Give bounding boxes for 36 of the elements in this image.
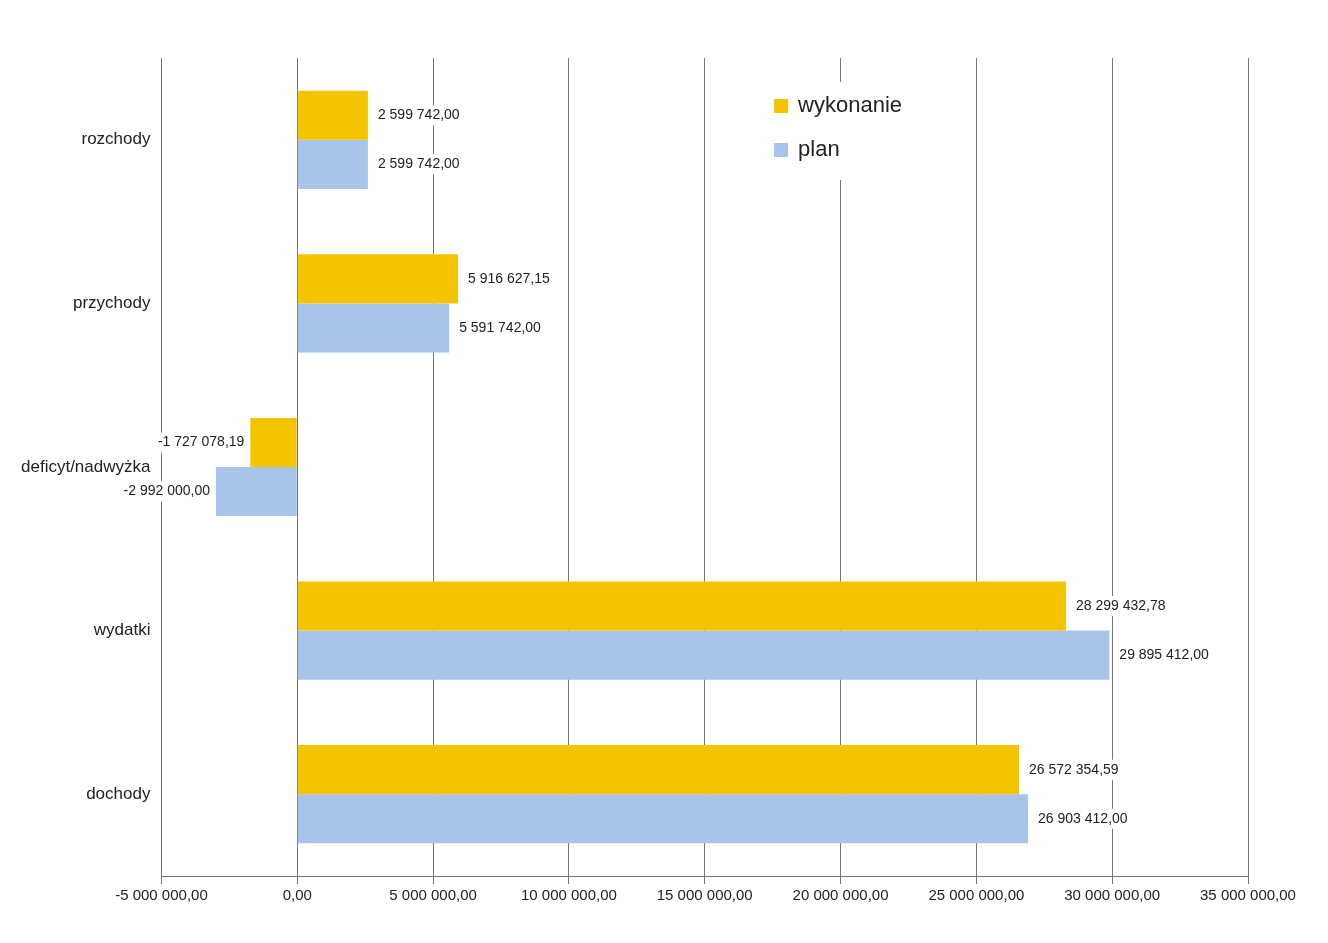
bar <box>297 745 1020 795</box>
x-tick-label: 15 000 000,00 <box>656 886 753 904</box>
x-tick-label: -5 000 000,00 <box>115 886 208 904</box>
bar <box>297 303 450 353</box>
data-label: 26 903 412,00 <box>1038 809 1128 826</box>
y-tick-label: wydatki <box>92 620 151 640</box>
x-tick-label: 35 000 000,00 <box>1200 886 1296 904</box>
x-tick-label: 20 000 000,00 <box>792 886 889 904</box>
x-tick-label: 5 000 000,00 <box>389 886 477 904</box>
legend-label: wykonanie <box>797 92 902 118</box>
bar <box>297 254 458 304</box>
legend-label: plan <box>798 136 840 162</box>
x-tick-label: 0,00 <box>282 886 312 904</box>
y-tick-label: przychody <box>72 293 151 313</box>
data-label: -2 992 000,00 <box>123 482 211 499</box>
data-label: -1 727 078,19 <box>157 433 245 450</box>
data-label: 29 895 412,00 <box>1119 646 1210 662</box>
data-label: 28 299 432,78 <box>1075 596 1166 613</box>
data-label: 5 591 742,00 <box>459 318 542 335</box>
bar <box>250 417 297 467</box>
bar <box>297 581 1066 631</box>
bar <box>297 630 1110 680</box>
bar <box>297 794 1029 844</box>
data-label: 5 916 627,15 <box>467 269 550 286</box>
bar <box>297 90 368 140</box>
y-tick-label: dochody <box>86 783 151 803</box>
bar <box>297 139 368 189</box>
data-label: 26 572 354,59 <box>1029 760 1119 777</box>
data-label: 2 599 742,00 <box>377 155 460 172</box>
y-tick-label: deficyt/nadwyżka <box>21 456 151 476</box>
x-tick-label: 25 000 000,00 <box>928 886 1025 904</box>
x-tick-label: 30 000 000,00 <box>1064 886 1161 904</box>
x-tick-label: 10 000 000,00 <box>520 886 617 904</box>
data-label: 2 599 742,00 <box>377 106 460 123</box>
y-tick-label: rozchody <box>81 129 151 149</box>
bar <box>216 467 297 517</box>
